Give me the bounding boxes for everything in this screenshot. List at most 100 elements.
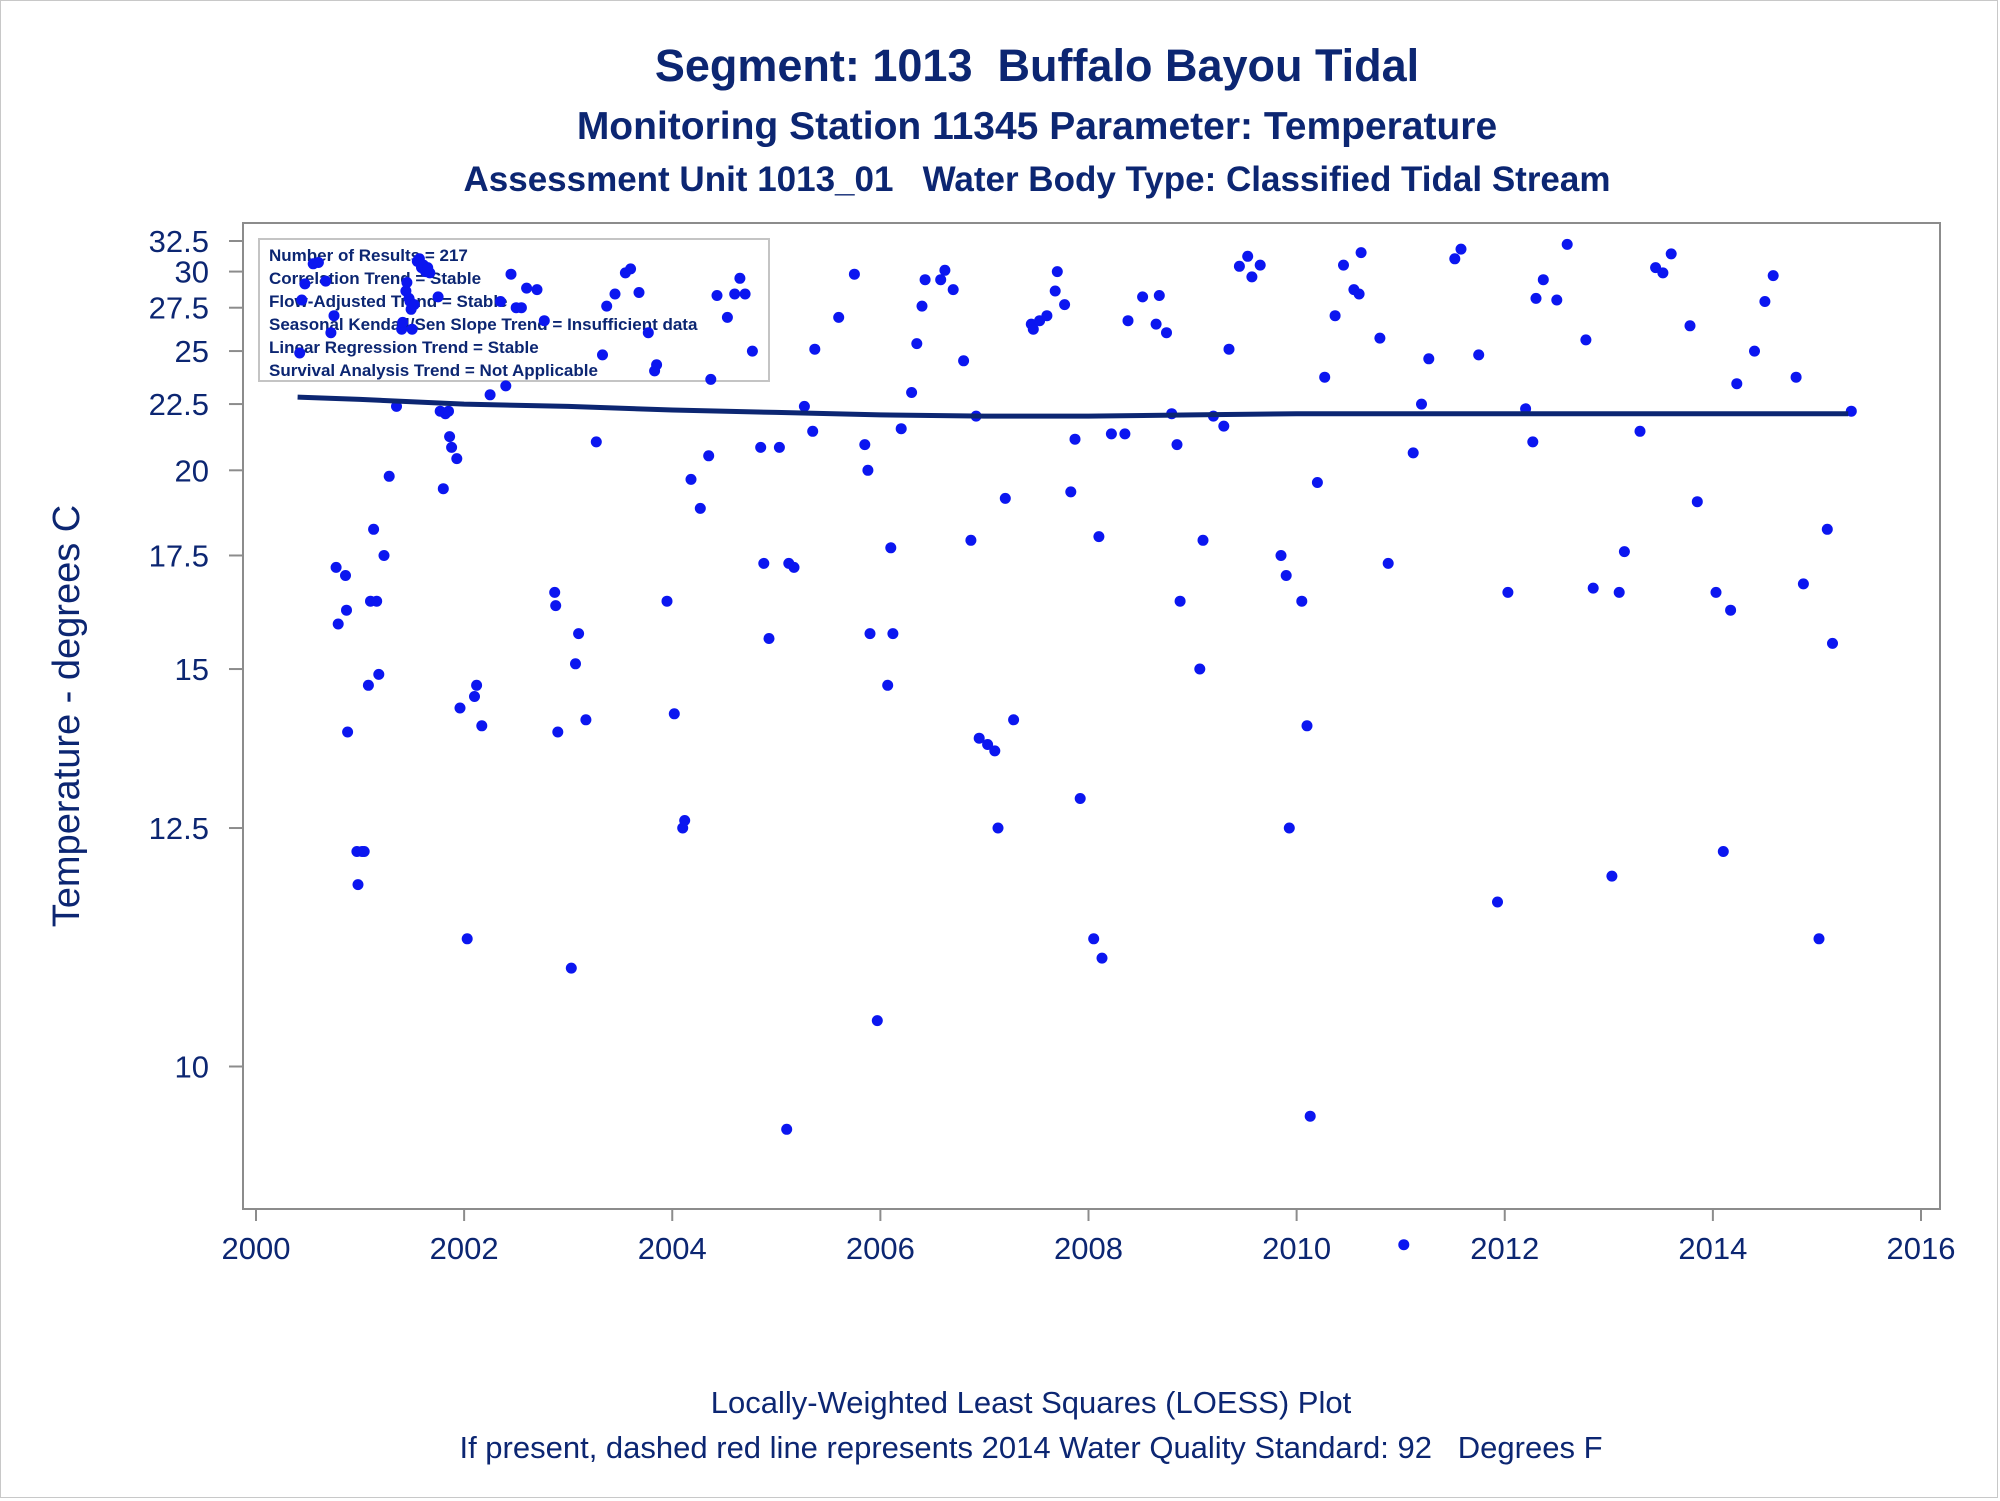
data-point [1813, 933, 1825, 945]
data-point [916, 300, 928, 312]
data-point [798, 400, 810, 412]
data-point [1304, 1110, 1316, 1122]
y-tick-label: 12.5 [149, 811, 209, 846]
data-point [565, 962, 577, 974]
data-point [432, 291, 444, 303]
stats-line: Survival Analysis Trend = Not Applicable [269, 361, 598, 380]
y-tick-label: 27.5 [149, 291, 209, 326]
data-point [1827, 637, 1838, 649]
data-point [312, 257, 324, 268]
data-point [1492, 896, 1503, 908]
data-point [373, 668, 385, 680]
data-point [1338, 259, 1349, 271]
data-point [807, 425, 819, 437]
data-point [1051, 266, 1063, 278]
y-tick-label: 32.5 [149, 224, 209, 259]
data-point [1618, 546, 1630, 558]
x-tick-label: 2016 [1887, 1231, 1956, 1266]
x-axis: 2000 2002 2004 2006 2008 2010 2012 2014 2016 [222, 1208, 1956, 1266]
data-point [601, 300, 613, 312]
y-axis-label: Temperature - degrees C [46, 505, 88, 927]
data-point [342, 726, 354, 738]
data-point [332, 618, 344, 630]
data-point [864, 628, 876, 640]
data-point [521, 282, 533, 294]
y-tick-label: 15 [175, 652, 209, 687]
data-point [625, 263, 637, 275]
data-point [1174, 595, 1186, 607]
data-point [906, 387, 918, 398]
data-point [1254, 259, 1266, 271]
data-point [965, 534, 977, 546]
data-point [1749, 345, 1760, 357]
data-point [609, 288, 621, 300]
loess-line [297, 394, 1849, 419]
data-point [368, 523, 380, 535]
data-point [330, 561, 342, 573]
data-point [773, 441, 785, 453]
data-point [958, 355, 970, 367]
data-point [1059, 299, 1071, 311]
stats-line: Seasonal Kendall/Sen Slope Trend = Insuf… [269, 315, 698, 334]
data-point [1280, 570, 1292, 581]
data-point [1194, 663, 1206, 675]
data-point [1171, 439, 1183, 451]
data-point [454, 702, 466, 714]
data-point [642, 327, 654, 339]
data-point [1319, 371, 1331, 383]
data-point [848, 268, 860, 280]
data-point [1710, 586, 1722, 598]
data-point [734, 272, 746, 284]
data-point [1069, 433, 1081, 445]
data-point [358, 846, 370, 857]
data-point [1398, 1239, 1410, 1251]
data-point [982, 739, 994, 750]
data-point [1527, 436, 1539, 448]
data-point [573, 628, 585, 640]
data-point [1119, 428, 1131, 440]
data-point [328, 310, 340, 322]
y-tick-label: 25 [175, 334, 209, 369]
data-point [1074, 793, 1086, 804]
data-point [882, 679, 894, 691]
data-point [1153, 290, 1165, 301]
data-point [371, 595, 383, 607]
data-point [552, 726, 564, 738]
data-point [340, 570, 351, 581]
data-point [721, 311, 733, 323]
data-point [461, 933, 473, 945]
data-point [362, 679, 374, 691]
data-point [549, 586, 561, 598]
data-point [590, 436, 602, 448]
stats-line: Flow-Adjusted Trend = Stable [269, 292, 508, 311]
data-point [871, 1015, 883, 1027]
data-point [1665, 248, 1677, 260]
data-point [1423, 353, 1435, 365]
data-point [935, 274, 947, 286]
data-point [1065, 486, 1077, 498]
data-point [1561, 238, 1573, 250]
data-point [1634, 425, 1646, 437]
data-point [495, 296, 506, 307]
data-point [294, 347, 306, 359]
data-point [446, 441, 458, 453]
data-point [378, 550, 390, 561]
data-point [939, 264, 951, 276]
data-point [1767, 270, 1779, 282]
data-point [703, 450, 715, 462]
data-point [443, 405, 454, 417]
data-point [299, 278, 311, 290]
data-point [1790, 371, 1802, 383]
data-point [1096, 952, 1108, 964]
data-point [1845, 405, 1857, 417]
data-point [973, 732, 985, 744]
plot-area [242, 222, 1941, 1210]
footnote-2: If present, dashed red line represents 2… [459, 1430, 1602, 1465]
footnote-1: Locally-Weighted Least Squares (LOESS) P… [711, 1385, 1352, 1420]
data-point [1502, 586, 1514, 598]
data-point [580, 714, 592, 726]
data-point [694, 502, 706, 514]
data-point [397, 316, 409, 328]
y-tick-label: 10 [175, 1050, 209, 1085]
